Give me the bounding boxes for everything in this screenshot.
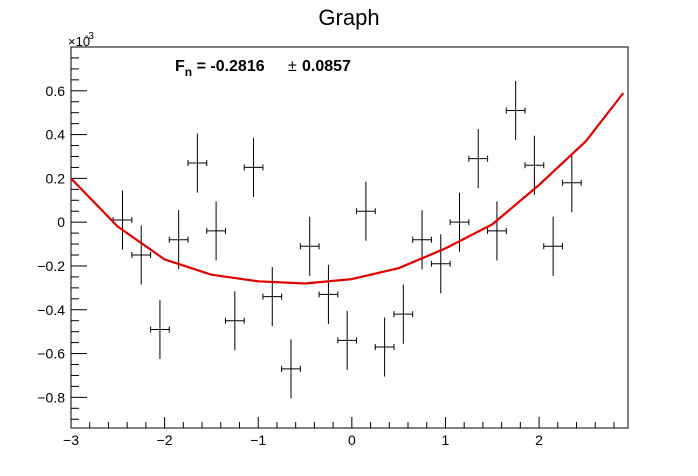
y-tick-label: 0.4 — [46, 127, 66, 143]
x-tick-label: 0 — [348, 432, 356, 448]
fit-curve — [70, 92, 625, 285]
x-axis: −3 −2 −1 0 1 2 — [63, 417, 615, 448]
fit-annotation: Fn = -0.2816 — [175, 58, 265, 79]
y-exponent-power: -3 — [85, 31, 94, 42]
data-point — [299, 216, 320, 276]
plot-frame — [70, 46, 629, 429]
y-tick-label: −0.2 — [37, 258, 65, 274]
y-exponent: ×10 -3 — [68, 31, 94, 49]
data-point — [487, 201, 507, 261]
data-point — [224, 291, 245, 351]
data-point — [505, 80, 526, 141]
data-point — [468, 129, 489, 189]
chart-title: Graph — [318, 5, 379, 30]
data-point — [168, 210, 189, 270]
x-tick-label: −2 — [157, 432, 173, 448]
data-point — [112, 190, 133, 250]
data-point — [131, 225, 152, 285]
data-point — [449, 192, 470, 252]
data-point — [206, 201, 226, 261]
y-exponent-base: ×10 — [68, 34, 90, 49]
x-tick-label: 2 — [535, 432, 543, 448]
data-points — [112, 80, 582, 399]
y-tick-label: 0 — [57, 214, 65, 230]
data-point — [393, 284, 414, 344]
data-point — [430, 234, 451, 294]
annotation-symbol: F — [175, 58, 185, 75]
x-tick-label: −1 — [250, 432, 266, 448]
data-point — [281, 339, 301, 399]
data-point — [243, 137, 264, 197]
y-tick-label: −0.8 — [37, 389, 65, 405]
annotation-subscript: n — [185, 65, 192, 79]
y-axis: −0.8 −0.6 −0.4 −0.2 0 0.2 0.4 0.6 — [37, 46, 87, 420]
x-tick-label: −3 — [63, 432, 79, 448]
annotation-pm: ± — [288, 58, 297, 75]
data-point — [524, 135, 545, 195]
data-point — [337, 310, 358, 370]
data-point — [187, 133, 208, 193]
fit-curve-layer — [70, 92, 625, 285]
y-tick-label: 0.2 — [46, 170, 66, 186]
annotation-value: = -0.2816 — [192, 58, 265, 75]
data-point — [561, 153, 582, 213]
y-tick-label: 0.6 — [46, 83, 66, 99]
data-point — [150, 299, 170, 360]
x-tick-label: 1 — [442, 432, 450, 448]
y-tick-label: −0.4 — [37, 302, 65, 318]
data-point — [543, 216, 563, 276]
data-point — [374, 317, 395, 377]
data-point — [262, 267, 283, 327]
data-point — [356, 181, 376, 241]
annotation-error: 0.0857 — [302, 58, 351, 75]
y-tick-label: −0.6 — [37, 346, 65, 362]
data-point — [318, 264, 339, 324]
